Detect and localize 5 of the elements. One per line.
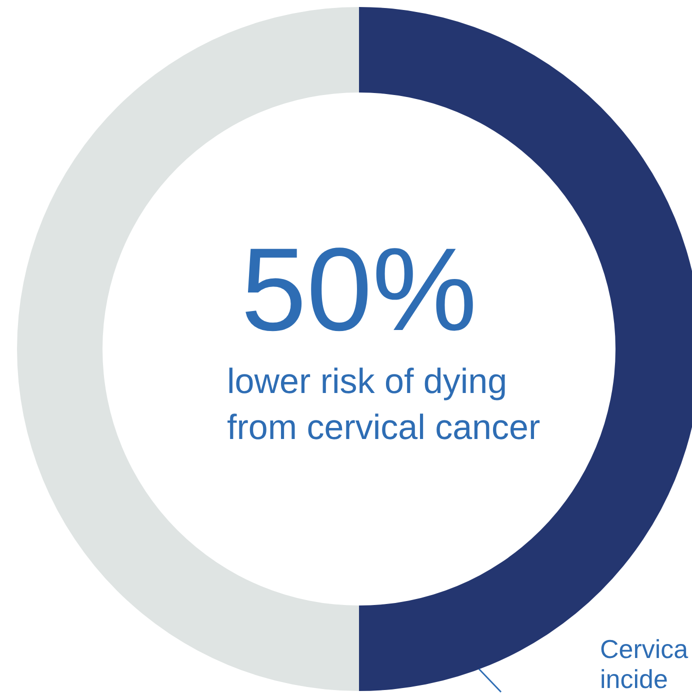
- text: from cervical cancer: [227, 408, 540, 447]
- text: 50%: [240, 224, 478, 356]
- text: lower risk of dying: [227, 362, 508, 401]
- text: incide: [600, 664, 668, 693]
- text: Cervica: [600, 634, 689, 664]
